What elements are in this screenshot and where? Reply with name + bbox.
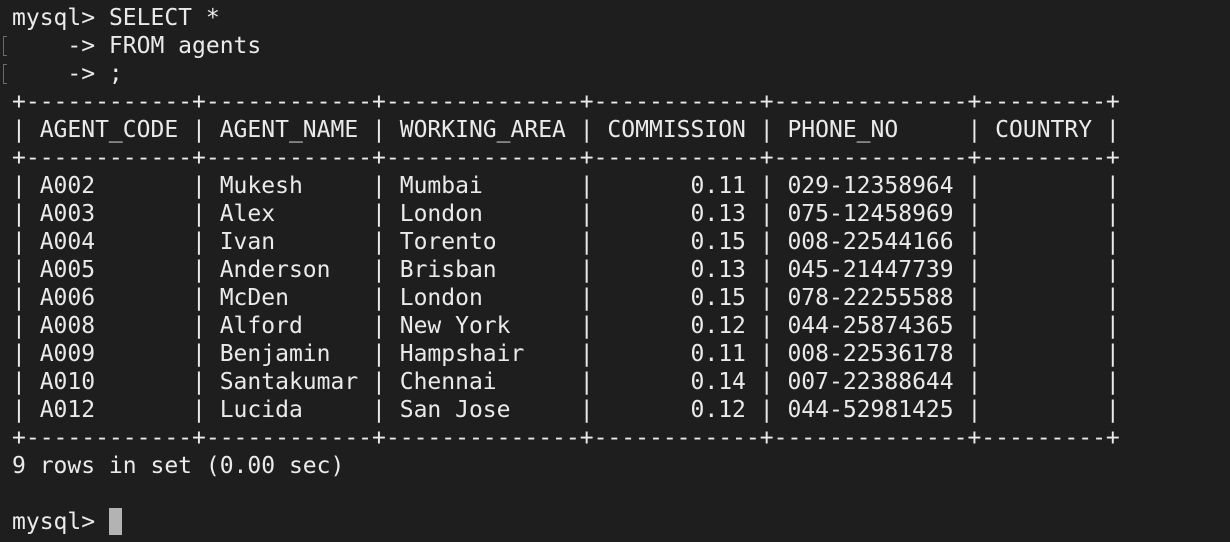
query-continuation: -> ; bbox=[12, 61, 123, 87]
query-text: SELECT * bbox=[108, 5, 220, 31]
table-row: | A002 | Mukesh | Mumbai | 0.11 | 029-12… bbox=[12, 173, 1120, 199]
text-cursor[interactable] bbox=[108, 508, 122, 535]
input-line[interactable]: mysql> bbox=[12, 508, 1230, 536]
table-border-bottom: +------------+------------+-------------… bbox=[12, 425, 1120, 451]
continuation-marker-icon bbox=[3, 36, 7, 56]
table-row: | A008 | Alford | New York | 0.12 | 044-… bbox=[12, 313, 1120, 339]
query-line-2: -> FROM agents bbox=[3, 32, 1230, 60]
query-line-3: -> ; bbox=[3, 60, 1230, 88]
table-border-top: +------------+------------+-------------… bbox=[12, 89, 1120, 115]
table-row: | A006 | McDen | London | 0.15 | 078-222… bbox=[12, 285, 1120, 311]
table-header: | AGENT_CODE | AGENT_NAME | WORKING_AREA… bbox=[12, 117, 1120, 143]
query-line-1: mysql> SELECT * bbox=[12, 4, 1230, 32]
table-row: | A003 | Alex | London | 0.13 | 075-1245… bbox=[12, 201, 1120, 227]
table-row: | A009 | Benjamin | Hampshair | 0.11 | 0… bbox=[12, 341, 1120, 367]
prompt: mysql> bbox=[12, 509, 109, 535]
table-row: | A004 | Ivan | Torento | 0.15 | 008-225… bbox=[12, 229, 1120, 255]
table-row: | A010 | Santakumar | Chennai | 0.14 | 0… bbox=[12, 369, 1120, 395]
continuation-marker-icon bbox=[3, 64, 7, 84]
table-border-header: +------------+------------+-------------… bbox=[12, 145, 1120, 171]
table-row: | A005 | Anderson | Brisban | 0.13 | 045… bbox=[12, 257, 1120, 283]
query-continuation: -> FROM agents bbox=[12, 33, 262, 59]
result-table: +------------+------------+-------------… bbox=[12, 88, 1230, 452]
blank-line bbox=[12, 480, 1230, 508]
table-row: | A012 | Lucida | San Jose | 0.12 | 044-… bbox=[12, 397, 1120, 423]
result-summary: 9 rows in set (0.00 sec) bbox=[12, 453, 345, 479]
prompt: mysql> bbox=[12, 5, 109, 31]
